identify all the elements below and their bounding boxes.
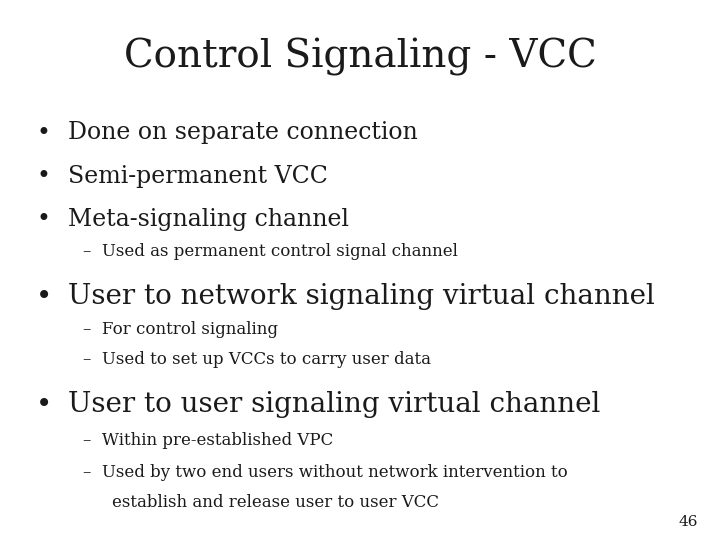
Text: Meta-signaling channel: Meta-signaling channel	[68, 208, 349, 231]
Text: •: •	[36, 284, 53, 310]
Text: •: •	[36, 165, 50, 188]
Text: •: •	[36, 208, 50, 231]
Text: –  Used as permanent control signal channel: – Used as permanent control signal chann…	[83, 243, 458, 260]
Text: –  Used to set up VCCs to carry user data: – Used to set up VCCs to carry user data	[83, 351, 431, 368]
Text: –  Used by two end users without network intervention to: – Used by two end users without network …	[83, 464, 567, 481]
Text: User to network signaling virtual channel: User to network signaling virtual channe…	[68, 284, 655, 310]
Text: establish and release user to user VCC: establish and release user to user VCC	[112, 494, 438, 511]
Text: User to user signaling virtual channel: User to user signaling virtual channel	[68, 392, 600, 418]
Text: –  Within pre-established VPC: – Within pre-established VPC	[83, 432, 333, 449]
Text: Semi-permanent VCC: Semi-permanent VCC	[68, 165, 328, 188]
Text: Control Signaling - VCC: Control Signaling - VCC	[124, 38, 596, 76]
Text: 46: 46	[679, 515, 698, 529]
Text: Done on separate connection: Done on separate connection	[68, 122, 418, 145]
Text: –  For control signaling: – For control signaling	[83, 321, 278, 338]
Text: •: •	[36, 392, 53, 418]
Text: •: •	[36, 122, 50, 145]
